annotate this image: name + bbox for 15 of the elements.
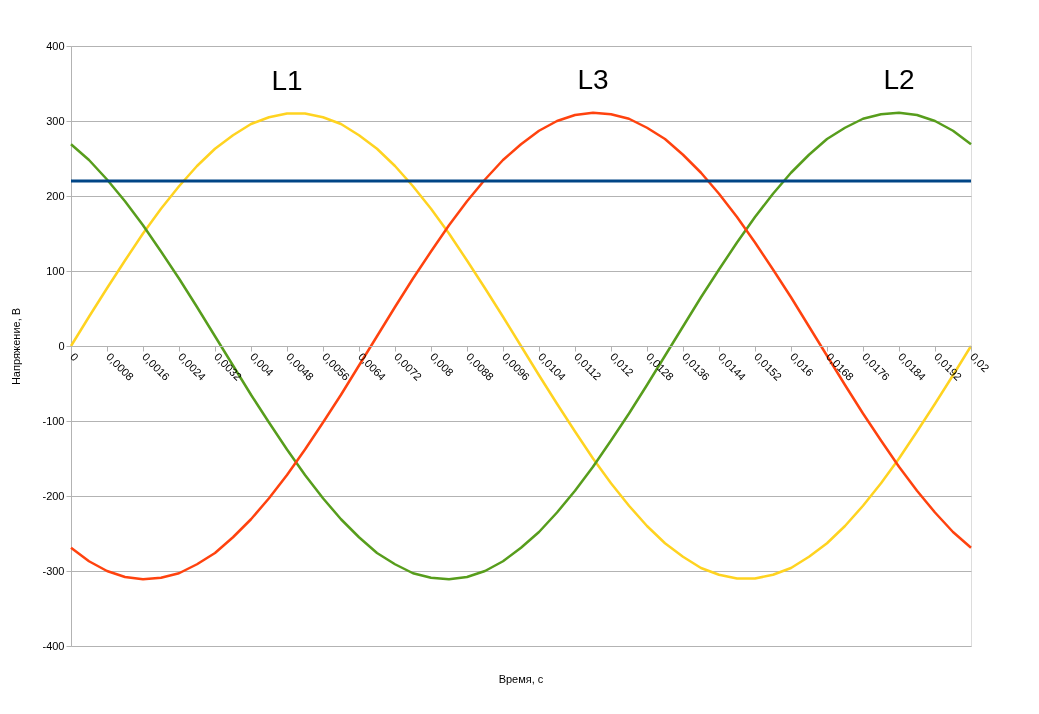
series-label: L3 — [577, 63, 609, 95]
y-tick-label: 100 — [46, 264, 65, 277]
y-tick-label: -200 — [42, 489, 65, 502]
y-tick-label: -300 — [42, 564, 65, 577]
y-axis-title: Напряжение, В — [10, 307, 23, 386]
y-tick-label: 300 — [46, 114, 65, 127]
series-label: L1 — [271, 64, 303, 96]
x-axis-title: Время, с — [498, 673, 544, 685]
x-tick-label: 0 — [67, 350, 81, 364]
series-label: L2 — [883, 63, 915, 95]
y-tick-label: -400 — [42, 639, 65, 652]
y-tick-label: 0 — [58, 339, 65, 352]
y-tick-label: 400 — [46, 39, 65, 52]
y-tick-label: 200 — [46, 189, 65, 202]
y-tick-label: -100 — [42, 414, 65, 427]
